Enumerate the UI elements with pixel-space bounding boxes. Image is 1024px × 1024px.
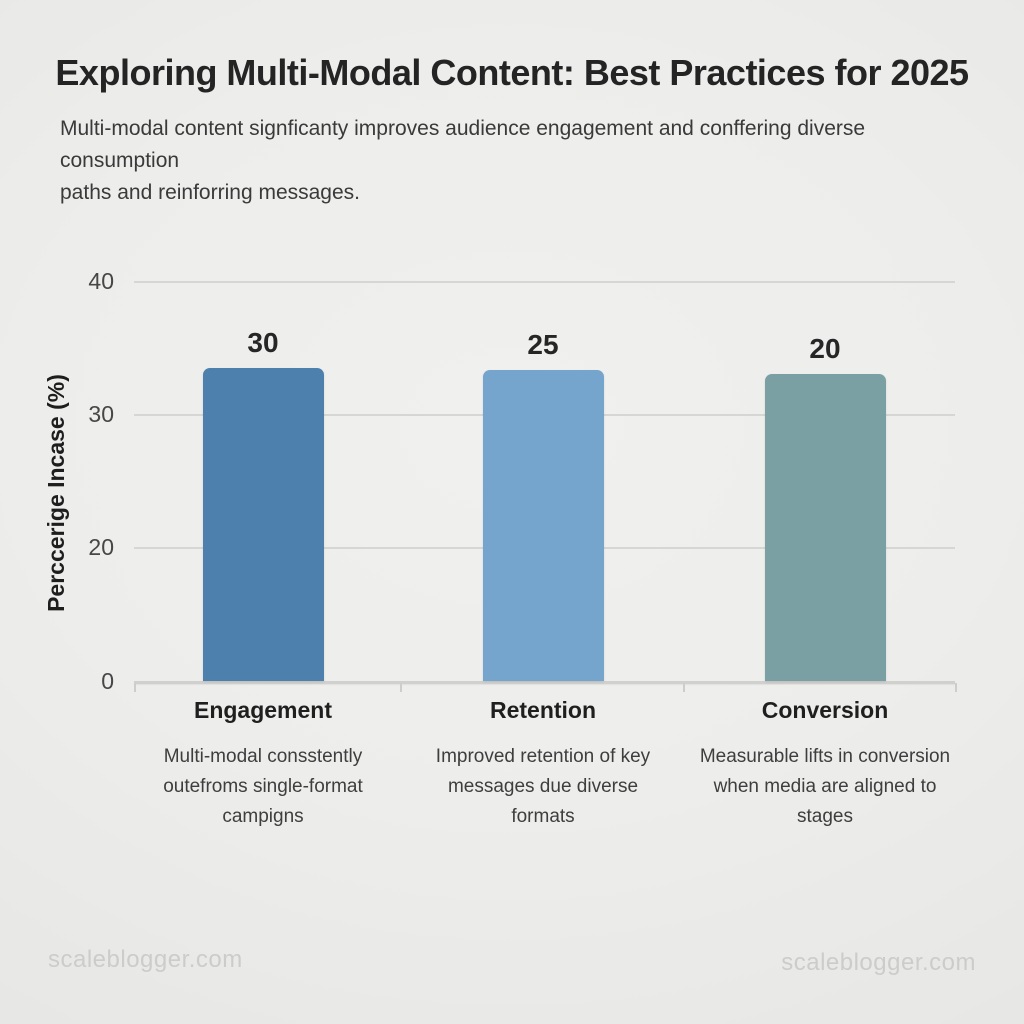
category-description: Improved retention of key messages due d… <box>435 746 651 827</box>
category-label: Engagement <box>193 697 333 723</box>
y-tick-label: 30 <box>88 401 114 427</box>
page-title: Exploring Multi-Modal Content: Best Prac… <box>55 52 969 93</box>
page-subtitle: Multi-modal content signficanty improves… <box>60 113 980 209</box>
bar-value-label: 30 <box>247 327 279 358</box>
bar-conversion <box>764 374 886 681</box>
bar-value-label: 25 <box>527 329 559 360</box>
category-label: Retention <box>489 697 597 723</box>
subtitle-line: paths and reinforring messages. <box>60 181 360 204</box>
bar-retention <box>482 370 604 681</box>
x-axis-tick <box>955 683 957 692</box>
x-axis-line <box>134 681 955 684</box>
category-label: Conversion <box>761 697 889 723</box>
x-axis-tick <box>683 683 685 692</box>
subtitle-line: Multi-modal content signficanty improves… <box>60 117 866 172</box>
category-description: Multi-modal consstently outefroms single… <box>163 746 363 827</box>
bar-value-label: 20 <box>809 333 841 364</box>
gridline <box>134 281 955 283</box>
watermark-left: scaleblogger.com <box>48 946 243 973</box>
watermark-right: scaleblogger.com <box>781 949 976 976</box>
category-description: Measurable lifts in conversion when medi… <box>699 746 951 827</box>
x-axis-tick <box>134 683 136 692</box>
bar-engagement <box>202 368 324 681</box>
y-tick-label: 40 <box>88 268 114 294</box>
y-axis-label: Perccerige Incase (%) <box>43 374 69 612</box>
x-axis-tick <box>400 683 402 692</box>
y-tick-label: 20 <box>88 534 114 560</box>
y-tick-label: 0 <box>101 668 114 694</box>
